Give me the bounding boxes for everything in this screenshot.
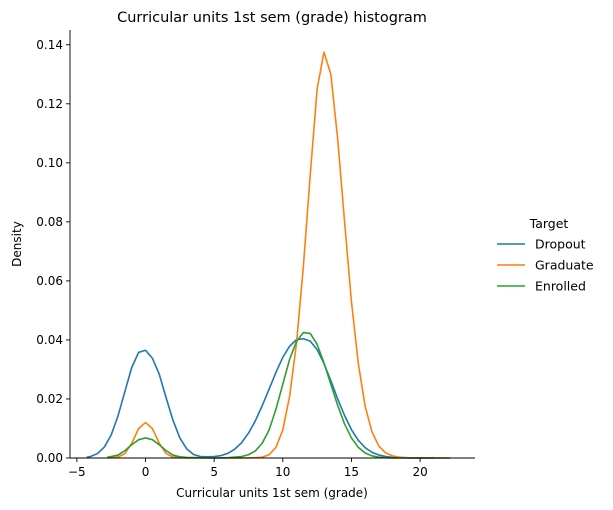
axes xyxy=(69,30,475,459)
y-tick-label: 0.14 xyxy=(36,38,63,52)
y-ticks: 0.00 0.02 0.04 0.06 0.08 0.10 0.12 0.14 xyxy=(36,38,70,465)
y-tick-label: 0.06 xyxy=(36,274,63,288)
y-tick-label: 0.02 xyxy=(36,392,63,406)
legend-title: Target xyxy=(529,216,569,231)
x-axis-label: Curricular units 1st sem (grade) xyxy=(176,486,368,500)
y-axis-label: Density xyxy=(10,221,24,267)
x-tick-label: 5 xyxy=(210,465,218,479)
plot-area xyxy=(86,51,451,459)
y-tick-label: 0.04 xyxy=(36,333,63,347)
y-tick-label: 0.10 xyxy=(36,156,63,170)
legend-label-enrolled: Enrolled xyxy=(535,279,586,294)
x-tick-label: 15 xyxy=(344,465,359,479)
series-line-enrolled xyxy=(106,331,434,459)
legend: Target Dropout Graduate Enrolled xyxy=(497,216,594,294)
legend-label-dropout: Dropout xyxy=(535,237,586,252)
series-line-dropout xyxy=(86,337,451,459)
series-line-graduate xyxy=(107,51,448,459)
x-tick-label: −5 xyxy=(68,465,86,479)
x-tick-label: 0 xyxy=(142,465,150,479)
x-tick-label: 20 xyxy=(412,465,427,479)
x-tick-label: 10 xyxy=(275,465,290,479)
legend-label-graduate: Graduate xyxy=(535,258,594,273)
y-tick-label: 0.12 xyxy=(36,97,63,111)
x-ticks: −5 0 5 10 15 20 xyxy=(68,458,428,479)
chart-title: Curricular units 1st sem (grade) histogr… xyxy=(117,10,427,26)
y-tick-label: 0.08 xyxy=(36,215,63,229)
y-tick-label: 0.00 xyxy=(36,451,63,465)
